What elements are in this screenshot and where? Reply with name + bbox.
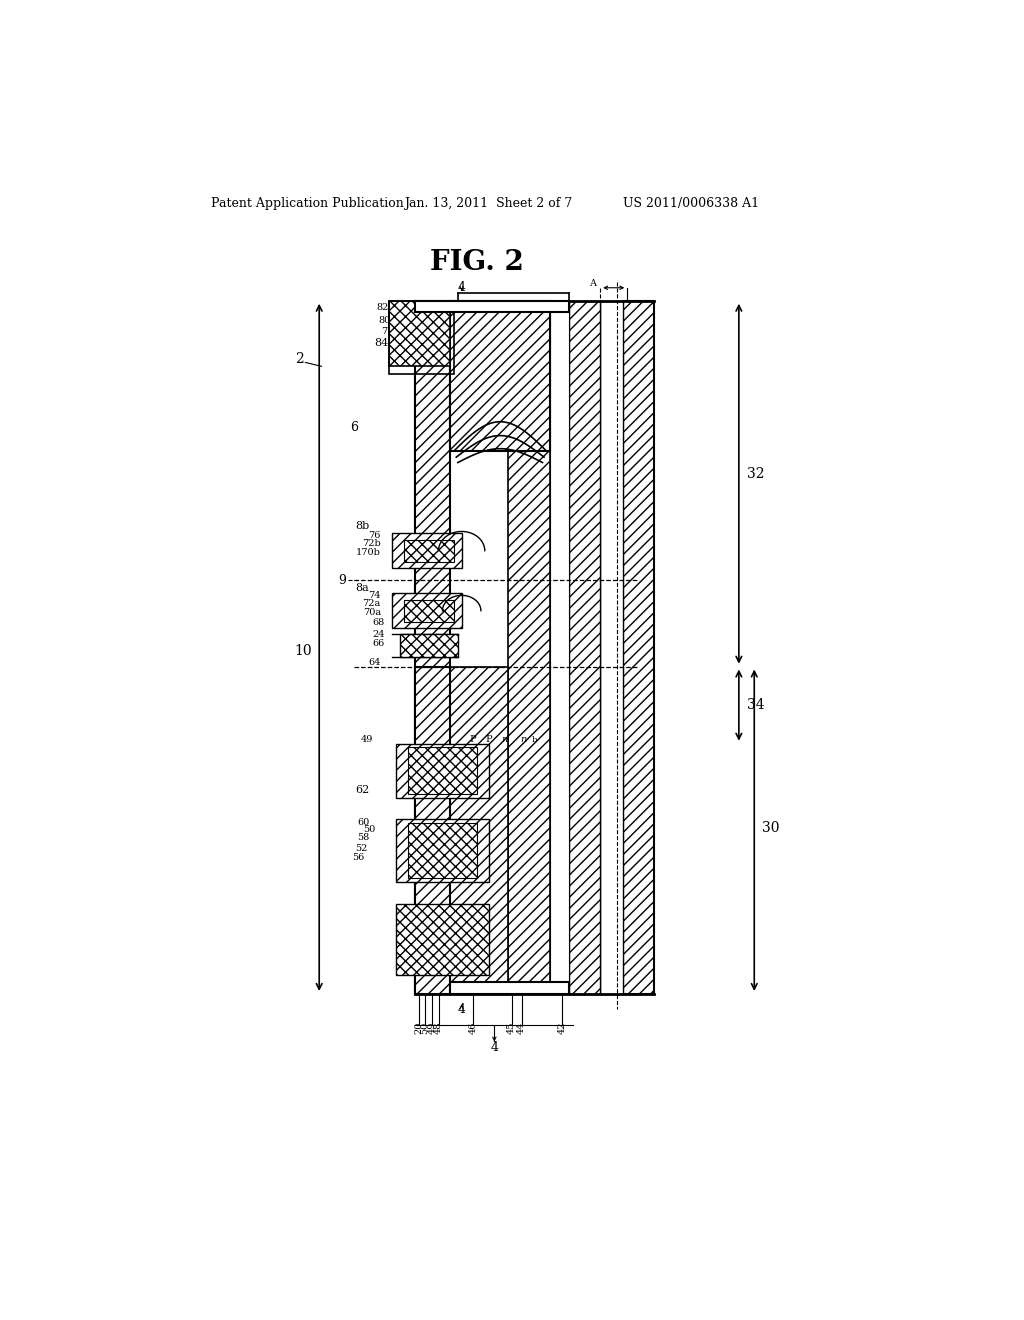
Text: 80: 80 bbox=[379, 315, 391, 325]
Bar bbox=[403, 540, 454, 562]
Bar bbox=[403, 599, 454, 622]
Bar bbox=[600, 301, 624, 994]
Text: P: P bbox=[470, 735, 476, 744]
Text: n: n bbox=[520, 735, 526, 744]
Text: 50: 50 bbox=[420, 1022, 429, 1034]
Text: 56: 56 bbox=[352, 853, 365, 862]
Text: 45: 45 bbox=[507, 1022, 516, 1034]
Text: 32: 32 bbox=[746, 467, 764, 480]
Text: 10: 10 bbox=[294, 644, 311, 659]
Bar bbox=[396, 743, 488, 797]
Text: 72b: 72b bbox=[362, 539, 381, 548]
Text: A: A bbox=[590, 279, 596, 288]
Bar bbox=[388, 301, 454, 374]
Bar bbox=[508, 301, 550, 994]
Text: 24: 24 bbox=[372, 630, 385, 639]
Text: 170b: 170b bbox=[356, 548, 381, 557]
Text: 2: 2 bbox=[295, 351, 304, 366]
Bar bbox=[392, 594, 462, 628]
Bar bbox=[416, 301, 569, 313]
Bar bbox=[451, 301, 550, 451]
Text: 62: 62 bbox=[355, 785, 370, 795]
Text: 78: 78 bbox=[381, 327, 393, 337]
Text: FIG. 2: FIG. 2 bbox=[430, 249, 524, 276]
Bar bbox=[392, 533, 462, 568]
Text: 50: 50 bbox=[364, 825, 376, 834]
Bar bbox=[550, 301, 569, 994]
Text: 4: 4 bbox=[490, 1041, 499, 1055]
Text: 20: 20 bbox=[415, 1022, 424, 1034]
Text: 66: 66 bbox=[373, 639, 385, 648]
Text: 6: 6 bbox=[350, 421, 357, 434]
Text: Patent Application Publication: Patent Application Publication bbox=[211, 197, 404, 210]
Text: 48: 48 bbox=[434, 1022, 443, 1034]
Text: 42: 42 bbox=[557, 1022, 566, 1034]
Text: US 2011/0006338 A1: US 2011/0006338 A1 bbox=[624, 197, 760, 210]
Text: 64: 64 bbox=[369, 659, 381, 667]
Text: P: P bbox=[485, 735, 492, 744]
Bar bbox=[569, 301, 600, 994]
Text: 68: 68 bbox=[373, 618, 385, 627]
Bar bbox=[388, 301, 451, 367]
Text: 72a: 72a bbox=[362, 599, 381, 609]
Bar bbox=[624, 301, 654, 994]
Bar bbox=[408, 747, 477, 793]
Text: 76: 76 bbox=[369, 531, 381, 540]
Bar bbox=[400, 635, 458, 657]
Text: 82: 82 bbox=[376, 302, 388, 312]
Text: 44: 44 bbox=[517, 1022, 526, 1034]
Text: 8a: 8a bbox=[355, 583, 370, 593]
Bar bbox=[396, 904, 488, 974]
Text: 52: 52 bbox=[355, 843, 368, 853]
Text: 74: 74 bbox=[369, 591, 381, 601]
Bar bbox=[451, 982, 569, 994]
Text: 4: 4 bbox=[458, 281, 466, 294]
Text: 30: 30 bbox=[762, 821, 779, 836]
Text: 58: 58 bbox=[357, 833, 370, 842]
Text: 84: 84 bbox=[374, 338, 388, 348]
Bar bbox=[451, 667, 508, 994]
Text: 49: 49 bbox=[360, 735, 373, 744]
Text: 49: 49 bbox=[428, 1022, 437, 1034]
Bar bbox=[408, 822, 477, 878]
Bar bbox=[416, 667, 451, 994]
Text: b: b bbox=[532, 735, 538, 743]
Text: 70a: 70a bbox=[362, 609, 381, 618]
Text: Jan. 13, 2011  Sheet 2 of 7: Jan. 13, 2011 Sheet 2 of 7 bbox=[403, 197, 572, 210]
Text: n: n bbox=[501, 735, 507, 744]
Text: 34: 34 bbox=[746, 698, 764, 711]
Text: 60: 60 bbox=[357, 817, 370, 826]
Text: 46: 46 bbox=[469, 1022, 478, 1034]
Text: 8b: 8b bbox=[355, 521, 370, 532]
Bar bbox=[416, 301, 451, 994]
Text: 9: 9 bbox=[338, 574, 346, 587]
Text: 4: 4 bbox=[458, 1003, 466, 1016]
Bar bbox=[396, 818, 488, 882]
